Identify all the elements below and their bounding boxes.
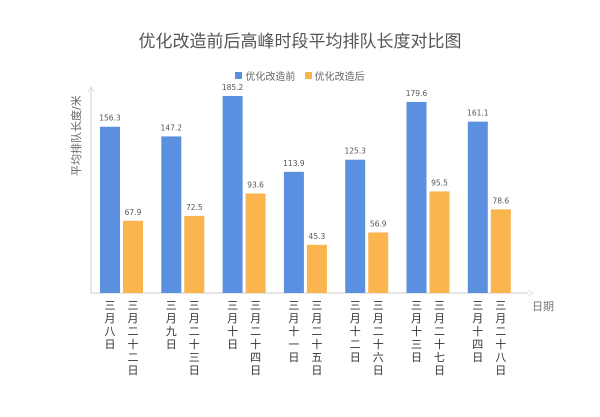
data-label: 56.9 [370,219,387,228]
x-tick-label: 三月九日 [166,299,177,351]
x-tick-label: 三月十三日 [411,299,422,364]
data-label: 113.9 [283,159,305,168]
bar-before [406,101,427,293]
data-label: 161.1 [467,109,489,118]
data-label: 67.9 [125,208,142,217]
x-tick-label: 三月十四日 [472,299,483,364]
x-tick-label: 三月二十二日 [128,299,139,377]
data-label: 93.6 [247,180,264,189]
bar-after [368,232,389,293]
bar-before [467,121,488,293]
x-axis-arrow [527,289,534,297]
x-tick-label: 三月十日 [227,299,238,351]
bar-before [283,171,304,293]
bar-before [100,126,120,293]
bar-before [345,159,366,293]
bar-after [429,191,450,293]
bar-before [161,136,182,293]
x-tick-label: 三月二十三日 [189,299,200,377]
x-tick-label: 三月十一日 [288,299,299,364]
x-tick-label: 三月二十八日 [495,299,506,377]
legend: 优化改造前 优化改造后 [0,68,600,83]
x-tick-label: 三月八日 [105,299,116,351]
bar-after [245,193,266,293]
legend-item-after: 优化改造后 [304,68,365,83]
legend-label-before: 优化改造前 [245,72,296,83]
data-label: 185.2 [222,83,244,92]
data-label: 125.3 [344,147,366,156]
x-tick-label: 三月十二日 [350,299,361,364]
legend-swatch-before [235,72,243,79]
x-tick-label: 三月二十七日 [434,299,445,377]
x-axis-label: 日期 [532,300,554,313]
legend-item-before: 优化改造前 [235,68,295,83]
data-label: 45.3 [309,232,326,241]
bar-after [490,209,511,293]
bar-before [222,96,243,293]
data-label: 179.6 [406,89,428,98]
data-label: 156.3 [99,114,121,123]
legend-label-after: 优化改造后 [314,72,365,83]
bar-after [123,220,143,293]
legend-swatch-after [304,72,312,79]
data-label: 72.5 [186,203,203,212]
data-label: 78.6 [492,196,509,205]
x-tick-label: 三月二十五日 [311,299,322,377]
y-axis-arrow [87,86,95,93]
data-label: 95.5 [431,178,448,187]
bar-after [306,244,327,293]
data-label: 147.2 [161,123,183,132]
chart-title: 优化改造前后高峰时段平均排队长度对比图 [138,32,462,52]
x-tick-label: 三月二十六日 [373,299,384,377]
bar-after [184,215,205,293]
x-tick-label: 三月二十四日 [250,299,261,377]
